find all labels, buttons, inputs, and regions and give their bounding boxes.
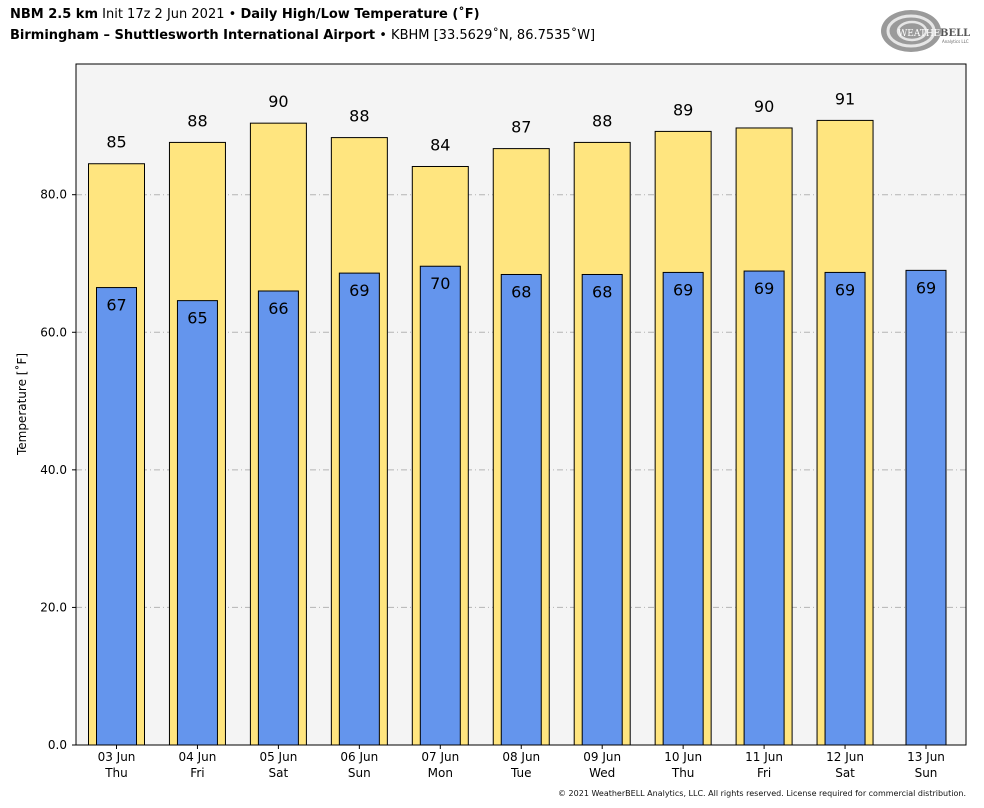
low-bar [176, 300, 218, 746]
low-bar [743, 270, 785, 746]
low-value-label: 67 [106, 296, 126, 315]
copyright-notice: © 2021 WeatherBELL Analytics, LLC. All r… [558, 789, 966, 798]
low-bar [905, 269, 947, 746]
y-tick-label: 20.0 [40, 600, 67, 614]
x-tick-label-date: 05 Jun [259, 750, 297, 764]
low-bar [500, 273, 542, 746]
x-tick-label-day: Sat [835, 766, 855, 780]
low-bar [824, 271, 866, 746]
low-bar [419, 265, 461, 746]
x-tick-label-day: Mon [428, 766, 453, 780]
axes: 0.0 20.0 40.0 60.0 80.0 03 Jun Thu 04 Jun Fri 05 … [40, 188, 945, 780]
high-value-label: 90 [754, 97, 774, 116]
x-tick-label-day: Wed [589, 766, 615, 780]
high-value-label: 89 [673, 100, 693, 119]
y-tick-label: 80.0 [40, 188, 67, 202]
low-bar [96, 287, 137, 746]
svg-text:BELL: BELL [940, 28, 970, 39]
x-tick-label-date: 11 Jun [745, 750, 783, 764]
bullet-separator: • [228, 7, 237, 22]
low-value-label: 69 [673, 280, 693, 299]
y-axis-label: Temperature [˚F] [14, 353, 29, 456]
x-tick-label-date: 04 Jun [179, 750, 217, 764]
x-tick-label-date: 06 Jun [340, 750, 378, 764]
low-bar [581, 273, 623, 746]
x-tick-label-day: Sat [269, 766, 289, 780]
low-value-label: 68 [511, 282, 531, 301]
high-value-label: 91 [835, 89, 855, 108]
x-tick-label-date: 10 Jun [664, 750, 702, 764]
data-labels: 85 67 88 65 90 66 88 69 84 70 87 68 88 68 89 69 90 69 91 69… [106, 89, 936, 327]
low-value-label: 69 [754, 279, 774, 298]
low-value-label: 69 [916, 278, 936, 297]
chart-title-line: NBM 2.5 km Init 17z 2 Jun 2021 • Daily H… [10, 7, 480, 22]
high-value-label: 88 [592, 111, 612, 130]
x-tick-label-day: Fri [190, 766, 204, 780]
low-value-label: 68 [592, 282, 612, 301]
low-value-label: 70 [430, 274, 450, 293]
x-tick-label-date: 12 Jun [826, 750, 864, 764]
bars [88, 119, 947, 746]
station-info: KBHM [33.5629˚N, 86.7535˚W] [391, 28, 596, 43]
x-tick-label-date: 07 Jun [421, 750, 459, 764]
low-bar [257, 290, 299, 746]
model-name: NBM 2.5 km [10, 7, 98, 22]
y-tick-label: 0.0 [48, 738, 67, 752]
low-value-label: 66 [268, 299, 288, 318]
x-tick-label-date: 08 Jun [502, 750, 540, 764]
low-value-label: 69 [835, 280, 855, 299]
x-tick-label-day: Sun [348, 766, 371, 780]
low-bar [338, 272, 380, 746]
high-value-label: 88 [349, 107, 369, 126]
high-value-label: 85 [106, 133, 126, 152]
y-tick-label: 40.0 [40, 463, 67, 477]
x-tick-label-date: 13 Jun [907, 750, 945, 764]
x-tick-label-day: Fri [757, 766, 771, 780]
init-time: Init 17z 2 Jun 2021 [102, 7, 225, 22]
product-title: Daily High/Low Temperature (˚F) [240, 7, 480, 22]
low-value-label: 65 [187, 309, 207, 328]
weatherbell-logo: WEATHER BELL Analytics LLC [878, 6, 970, 56]
svg-text:Analytics LLC: Analytics LLC [942, 39, 969, 44]
x-tick-label-day: Thu [671, 766, 695, 780]
x-tick-label-day: Sun [915, 766, 938, 780]
x-tick-label-day: Thu [104, 766, 128, 780]
high-value-label: 90 [268, 92, 288, 111]
high-value-label: 88 [187, 111, 207, 130]
x-tick-label-date: 03 Jun [98, 750, 136, 764]
high-value-label: 87 [511, 118, 531, 137]
bullet-separator-2: • [379, 28, 387, 43]
location-line: Birmingham – Shuttlesworth International… [10, 28, 595, 43]
high-value-label: 84 [430, 135, 450, 154]
low-bar [662, 271, 704, 746]
svg-text:WEATHER: WEATHER [898, 29, 947, 39]
location-name: Birmingham – Shuttlesworth International… [10, 28, 376, 43]
x-tick-label-day: Tue [510, 766, 532, 780]
y-tick-label: 60.0 [40, 325, 67, 339]
x-tick-label-date: 09 Jun [583, 750, 621, 764]
low-value-label: 69 [349, 281, 369, 300]
